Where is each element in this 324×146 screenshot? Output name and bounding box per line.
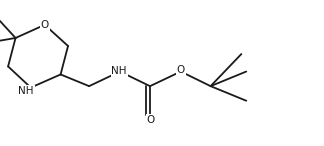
- Text: O: O: [177, 65, 185, 75]
- Text: O: O: [40, 20, 49, 30]
- Text: NH: NH: [18, 86, 34, 95]
- Text: NH: NH: [111, 66, 127, 76]
- Text: O: O: [146, 115, 155, 125]
